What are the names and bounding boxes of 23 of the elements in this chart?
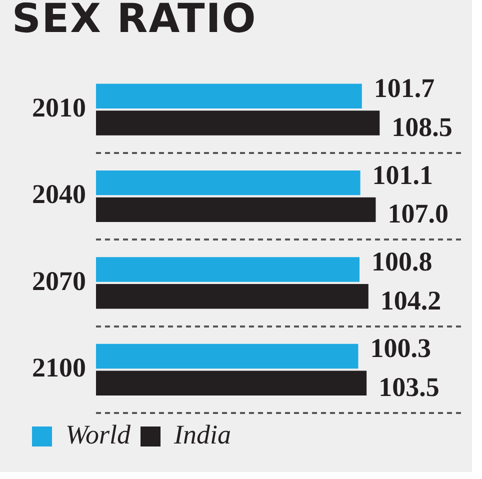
data-label: 107.0 [388, 198, 448, 229]
legend-label: India [173, 420, 232, 450]
y-tick-label: 2070 [32, 266, 86, 296]
data-label: 104.2 [380, 285, 442, 316]
bar [96, 344, 358, 369]
bar [96, 84, 362, 108]
data-label: 100.8 [372, 246, 432, 276]
bar [96, 370, 367, 396]
bar [96, 110, 380, 136]
data-label: 108.5 [392, 112, 452, 142]
data-label: 101.1 [372, 160, 434, 190]
chart-title: SEX RATIO [12, 0, 257, 42]
legend-label: World [66, 420, 132, 450]
data-label: 103.5 [378, 372, 440, 402]
bar [96, 257, 360, 282]
y-tick-label: 2040 [32, 179, 86, 210]
data-label: 100.3 [370, 333, 431, 364]
y-tick-label: 2100 [32, 352, 86, 383]
bar [96, 197, 376, 222]
bar [96, 170, 360, 196]
data-label: 101.7 [374, 73, 435, 104]
bar [96, 284, 368, 309]
y-tick-label: 2010 [32, 92, 86, 123]
